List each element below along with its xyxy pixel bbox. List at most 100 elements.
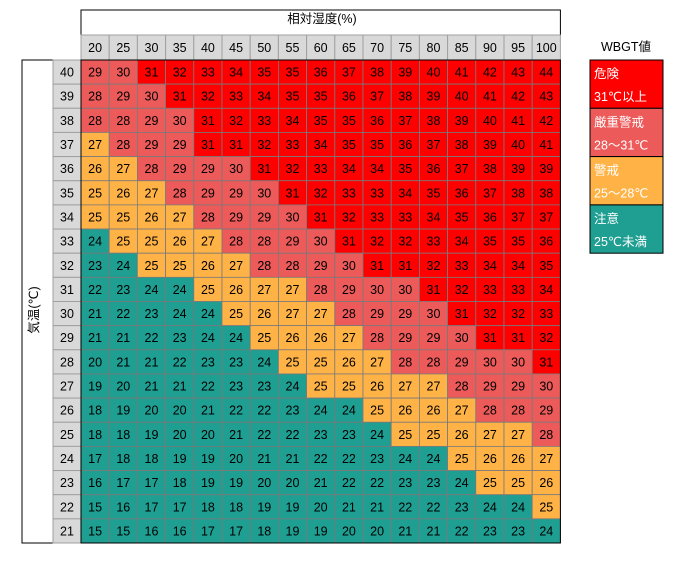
wbgt-cell-value: 33 (511, 283, 525, 297)
wbgt-cell-value: 19 (201, 452, 215, 466)
wbgt-cell (447, 470, 477, 496)
column-header-box (80, 9, 561, 36)
wbgt-cell-value: 36 (342, 90, 356, 104)
wbgt-cell (108, 252, 138, 278)
wbgt-cell (108, 470, 138, 496)
wbgt-cell-value: 19 (314, 524, 328, 538)
wbgt-cell-value: 35 (398, 162, 412, 176)
wbgt-cell-value: 32 (201, 90, 215, 104)
wbgt-cell (503, 156, 533, 182)
wbgt-cell (277, 83, 307, 109)
wbgt-cell (334, 470, 364, 496)
wbgt-cell-value: 23 (398, 476, 412, 490)
wbgt-cell-value: 21 (286, 452, 300, 466)
wbgt-cell-value: 31 (483, 331, 497, 345)
humidity-header-label: 30 (145, 41, 159, 55)
wbgt-cell (193, 132, 223, 157)
wbgt-cell (277, 107, 307, 133)
temperature-header-label: 26 (60, 404, 74, 418)
wbgt-cell-value: 27 (286, 283, 300, 297)
wbgt-cell-value: 31 (370, 259, 384, 273)
legend-category-name: 危険 (594, 67, 620, 81)
wbgt-cell (447, 132, 477, 157)
wbgt-cell (390, 373, 420, 399)
wbgt-cell-value: 33 (539, 307, 553, 321)
wbgt-cell-value: 31 (314, 210, 328, 224)
temperature-header-cell (52, 180, 82, 206)
wbgt-cell-value: 18 (145, 452, 159, 466)
wbgt-cell (334, 228, 364, 254)
wbgt-cell (503, 59, 533, 85)
wbgt-cell (193, 276, 223, 302)
wbgt-cell-value: 39 (539, 162, 553, 176)
wbgt-cell (475, 83, 505, 109)
wbgt-cell-value: 28 (116, 114, 130, 128)
wbgt-cell-value: 27 (483, 428, 497, 442)
wbgt-cell-value: 17 (88, 452, 102, 466)
wbgt-cell (277, 421, 307, 447)
wbgt-cell (531, 494, 561, 520)
wbgt-cell-value: 29 (229, 210, 243, 224)
humidity-header-label: 55 (286, 41, 300, 55)
humidity-header-label: 40 (201, 41, 215, 55)
wbgt-cell (390, 276, 420, 302)
humidity-header-label: 25 (116, 41, 130, 55)
temperature-header-label: 29 (60, 331, 74, 345)
wbgt-cell (362, 107, 392, 133)
wbgt-cell-value: 39 (427, 90, 441, 104)
wbgt-cell-value: 19 (286, 500, 300, 514)
temperature-header-cell (52, 494, 82, 520)
wbgt-cell (475, 276, 505, 302)
humidity-header-label: 90 (483, 41, 497, 55)
wbgt-cell-value: 27 (539, 452, 553, 466)
wbgt-cell-value: 24 (286, 380, 300, 394)
temperature-header-label: 32 (60, 259, 74, 273)
temperature-header-cell (52, 107, 82, 133)
wbgt-cell-value: 30 (116, 66, 130, 80)
wbgt-cell (136, 470, 166, 496)
wbgt-cell (277, 445, 307, 471)
wbgt-cell (165, 156, 195, 182)
temperature-header-cell (52, 397, 82, 423)
wbgt-cell-value: 28 (342, 307, 356, 321)
wbgt-cell (80, 228, 110, 254)
wbgt-cell-value: 31 (145, 66, 159, 80)
wbgt-cell (362, 83, 392, 109)
wbgt-cell-value: 17 (201, 524, 215, 538)
humidity-header-label: 50 (257, 41, 271, 55)
humidity-header-cell (221, 34, 251, 61)
wbgt-cell (418, 421, 448, 447)
wbgt-cell-value: 32 (173, 66, 187, 80)
wbgt-cell (306, 59, 336, 85)
wbgt-cell-value: 41 (539, 138, 553, 152)
data-region-border (80, 59, 561, 544)
wbgt-cell-value: 30 (370, 283, 384, 297)
wbgt-cell-value: 34 (539, 283, 553, 297)
wbgt-cell (136, 373, 166, 399)
temperature-header-label: 25 (60, 428, 74, 442)
legend-category-range: 25℃未満 (594, 235, 647, 249)
wbgt-cell-value: 29 (286, 235, 300, 249)
wbgt-cell-value: 18 (116, 452, 130, 466)
wbgt-cell-value: 34 (483, 259, 497, 273)
legend-category-name: 警戒 (594, 163, 620, 178)
wbgt-cell (390, 107, 420, 133)
wbgt-cell-value: 37 (342, 66, 356, 80)
wbgt-cell-value: 27 (201, 235, 215, 249)
wbgt-cell (136, 494, 166, 520)
wbgt-cell-value: 31 (427, 283, 441, 297)
wbgt-cell (136, 349, 166, 375)
wbgt-cell-value: 22 (145, 331, 159, 345)
wbgt-cell-value: 22 (88, 283, 102, 297)
wbgt-cell-value: 26 (483, 452, 497, 466)
wbgt-cell (475, 252, 505, 278)
wbgt-cell (531, 204, 561, 230)
wbgt-cell-value: 30 (173, 114, 187, 128)
wbgt-cell-value: 27 (370, 355, 384, 369)
wbgt-cell-value: 21 (116, 355, 130, 369)
wbgt-cell-value: 17 (145, 500, 159, 514)
wbgt-cell-value: 24 (116, 259, 130, 273)
wbgt-cell (447, 445, 477, 471)
wbgt-cell-value: 23 (88, 259, 102, 273)
wbgt-cell-value: 24 (398, 452, 412, 466)
